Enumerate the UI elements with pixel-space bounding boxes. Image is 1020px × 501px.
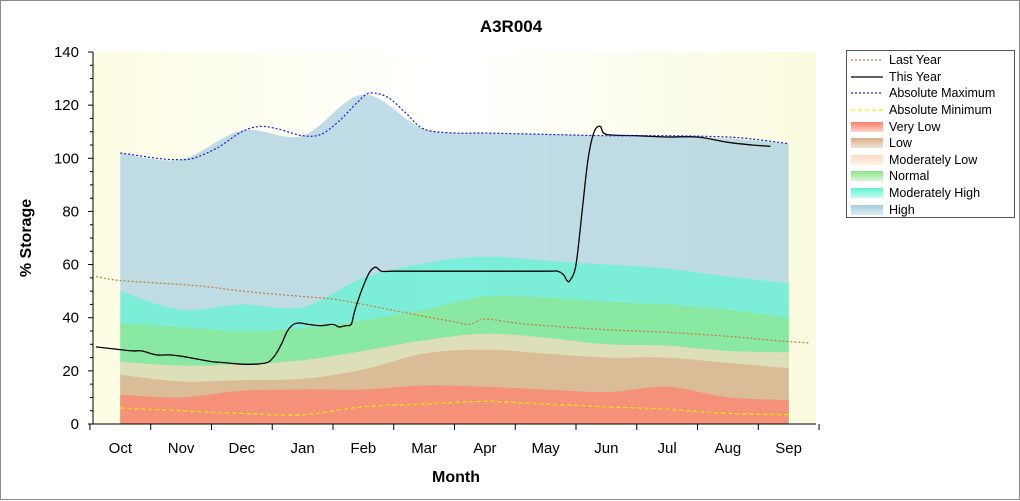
- y-tick-label: 140: [54, 44, 79, 61]
- line-absolute-maximum: [120, 92, 789, 161]
- legend-item-high: High: [847, 201, 1014, 218]
- band-very-low: [120, 385, 789, 424]
- x-tick-label: Nov: [168, 440, 195, 457]
- legend-label: Low: [889, 136, 912, 151]
- legend-swatch: [851, 71, 883, 83]
- legend-label: Moderately High: [889, 186, 981, 201]
- y-tick-label: 20: [62, 363, 79, 380]
- x-tick-label: Feb: [350, 440, 376, 457]
- legend-item-moderately-low: Moderately Low: [847, 152, 1014, 169]
- legend-item-this-year: This Year: [847, 69, 1014, 86]
- x-tick-label: Dec: [229, 440, 256, 457]
- legend-label: Normal: [889, 169, 930, 184]
- x-tick-label: Mar: [411, 440, 437, 457]
- legend-item-normal: Normal: [847, 168, 1014, 185]
- y-tick-label: 60: [62, 257, 79, 274]
- legend-swatch: [851, 54, 883, 66]
- line-layer: [95, 92, 810, 416]
- line-last-year: [95, 275, 810, 344]
- x-tick-label: Jan: [291, 440, 315, 457]
- legend-label: High: [889, 202, 915, 217]
- x-tick-label: Apr: [473, 440, 496, 457]
- y-tick-label: 100: [54, 150, 79, 167]
- legend-swatch: [851, 154, 883, 166]
- y-tick-label: 0: [71, 416, 79, 433]
- x-tick-label: Oct: [109, 440, 133, 457]
- line-this-year: [95, 125, 771, 365]
- y-tick-label: 40: [62, 310, 79, 327]
- band-layer: [120, 94, 789, 424]
- chart-title: A3R004: [480, 17, 543, 36]
- x-tick-label: Sep: [775, 440, 802, 457]
- legend-label: This Year: [889, 69, 942, 84]
- legend-item-absolute-maximum: Absolute Maximum: [847, 85, 1014, 102]
- legend-item-very-low: Very Low: [847, 118, 1014, 135]
- legend-label: Very Low: [889, 119, 941, 134]
- x-tick-label: Jun: [594, 440, 618, 457]
- x-tick-label: Jul: [658, 440, 677, 457]
- legend-label: Last Year: [889, 53, 942, 68]
- legend-swatch: [851, 121, 883, 133]
- legend-swatch: [851, 87, 883, 99]
- y-tick-label: 120: [54, 97, 79, 114]
- legend-swatch: [851, 204, 883, 216]
- legend: Last Year This Year Absolute Maximum Absolu…: [846, 50, 1015, 218]
- legend-swatch: [851, 170, 883, 182]
- legend-swatch: [851, 104, 883, 116]
- axes: 0 20 40 60 80 100 120 140 Oct Nov Dec Jan Feb Mar Apr M…: [54, 44, 820, 457]
- legend-swatch: [851, 187, 883, 199]
- y-tick-label: 80: [62, 203, 79, 220]
- x-tick-label: May: [531, 440, 560, 457]
- legend-item-absolute-minimum: Absolute Minimum: [847, 102, 1014, 119]
- legend-swatch: [851, 137, 883, 149]
- legend-item-moderately-high: Moderately High: [847, 185, 1014, 202]
- y-axis-title: % Storage: [18, 199, 35, 277]
- legend-item-low: Low: [847, 135, 1014, 152]
- x-axis-title: Month: [432, 469, 480, 486]
- legend-label: Absolute Maximum: [889, 86, 996, 101]
- x-tick-label: Aug: [715, 440, 742, 457]
- legend-label: Moderately Low: [889, 152, 978, 167]
- legend-item-last-year: Last Year: [847, 52, 1014, 69]
- legend-label: Absolute Minimum: [889, 103, 992, 118]
